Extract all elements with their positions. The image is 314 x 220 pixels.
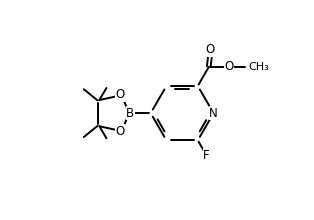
Text: N: N xyxy=(209,107,218,120)
Text: O: O xyxy=(116,88,125,101)
Text: B: B xyxy=(126,107,134,120)
Text: O: O xyxy=(225,60,234,73)
Text: O: O xyxy=(206,43,215,56)
Text: CH₃: CH₃ xyxy=(248,62,269,72)
Text: O: O xyxy=(116,125,125,138)
Text: F: F xyxy=(203,149,210,162)
